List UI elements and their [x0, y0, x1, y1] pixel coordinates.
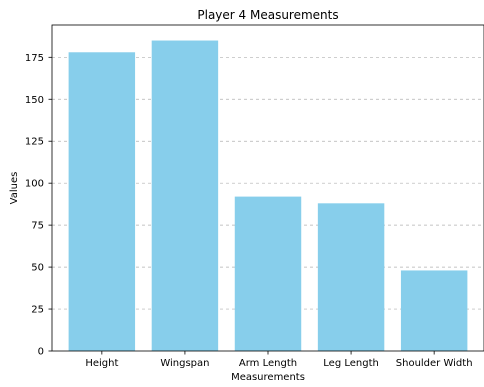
- y-tick-label: 75: [31, 221, 44, 232]
- y-tick-label: 125: [25, 137, 44, 148]
- y-axis-label: Values: [9, 172, 20, 205]
- x-tick-label: Arm Length: [239, 358, 297, 369]
- y-axis: 0 25 50 75 100 125 150 175: [25, 53, 52, 358]
- y-tick-label: 25: [31, 305, 44, 316]
- y-tick-label: 0: [38, 347, 44, 358]
- bar-arm-length: [234, 196, 302, 351]
- bar-wingspan: [151, 40, 219, 352]
- bar-shoulder-width: [400, 270, 468, 351]
- x-tick-label: Wingspan: [160, 358, 209, 369]
- y-tick-label: 175: [25, 53, 44, 64]
- y-tick-label: 100: [25, 179, 44, 190]
- x-axis-label: Measurements: [231, 372, 305, 383]
- x-tick-label: Leg Length: [323, 358, 379, 369]
- chart-title: Player 4 Measurements: [197, 8, 338, 22]
- x-axis: Height Wingspan Arm Length Leg Length Should…: [85, 351, 473, 369]
- y-tick-label: 150: [25, 95, 44, 106]
- bars-layer: [68, 40, 468, 352]
- x-tick-label: Shoulder Width: [396, 358, 473, 369]
- y-tick-label: 50: [31, 263, 44, 274]
- x-tick-label: Height: [85, 358, 118, 369]
- plot-frame: [51, 24, 484, 352]
- bar-height: [68, 52, 136, 352]
- bar-leg-length: [317, 203, 385, 351]
